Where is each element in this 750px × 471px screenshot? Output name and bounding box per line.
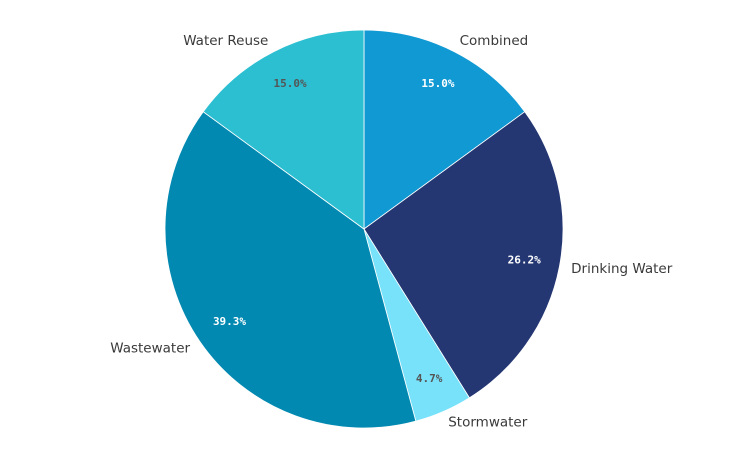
category-label-drinking-water: Drinking Water — [571, 261, 673, 277]
percent-label-combined: 15.0% — [421, 77, 454, 90]
category-label-stormwater: Stormwater — [448, 414, 527, 430]
category-label-water-reuse: Water Reuse — [183, 33, 268, 49]
category-label-combined: Combined — [460, 33, 529, 49]
pie-slice-drinking-water — [363, 111, 564, 399]
percent-label-stormwater: 4.7% — [416, 372, 443, 385]
pie-slice-wastewater — [164, 111, 417, 429]
category-labels: Combined Drinking Water Stormwater Wastewat… — [110, 33, 673, 431]
pie-slice-water-reuse — [202, 29, 365, 230]
percent-label-water-reuse: 15.0% — [273, 77, 306, 90]
percent-label-drinking-water: 26.2% — [508, 254, 541, 267]
percentage-labels: 15.0% 26.2% 4.7% 39.3% 15.0% — [213, 77, 541, 385]
pie-slices — [164, 29, 564, 429]
percent-label-wastewater: 39.3% — [213, 315, 246, 328]
pie-slice-combined — [363, 29, 526, 230]
category-label-wastewater: Wastewater — [110, 340, 190, 356]
